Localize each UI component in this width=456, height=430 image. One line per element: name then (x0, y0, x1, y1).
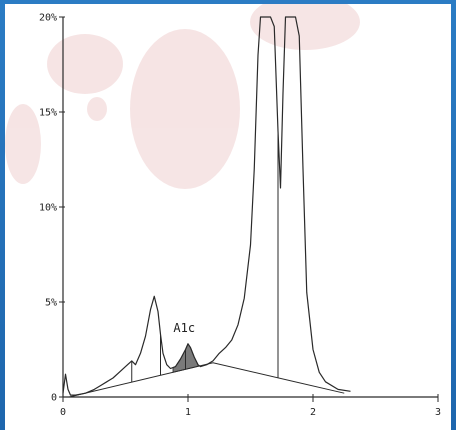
watermark-blob (130, 29, 240, 189)
y-tick-label: 5% (45, 298, 57, 309)
background-watermark (5, 4, 360, 189)
marks-group (62, 16, 351, 398)
x-tick-label: 3 (435, 407, 441, 418)
chromatogram-line (62, 16, 351, 396)
watermark-blob (250, 4, 360, 50)
watermark-blob (87, 97, 107, 121)
integration-baseline (69, 362, 345, 398)
y-tick-label: 0 (51, 393, 57, 404)
y-tick-label: 20% (39, 13, 57, 24)
y-tick-label: 15% (39, 108, 57, 119)
axes-group (59, 16, 439, 402)
watermark-blob (5, 104, 41, 184)
peak-annotation: A1c (173, 321, 195, 335)
watermark-blob (47, 34, 123, 94)
x-tick-label: 0 (60, 407, 66, 418)
x-tick-label: 2 (310, 407, 316, 418)
chart-panel: 0 5% 10% 15% 20% 0 1 2 3 A1c (5, 4, 451, 430)
x-tick-label: 1 (185, 407, 191, 418)
hplc-chromatogram-chart: 0 5% 10% 15% 20% 0 1 2 3 A1c (5, 4, 441, 419)
labels-group: 0 5% 10% 15% 20% 0 1 2 3 A1c (39, 13, 441, 419)
y-tick-label: 10% (39, 203, 57, 214)
